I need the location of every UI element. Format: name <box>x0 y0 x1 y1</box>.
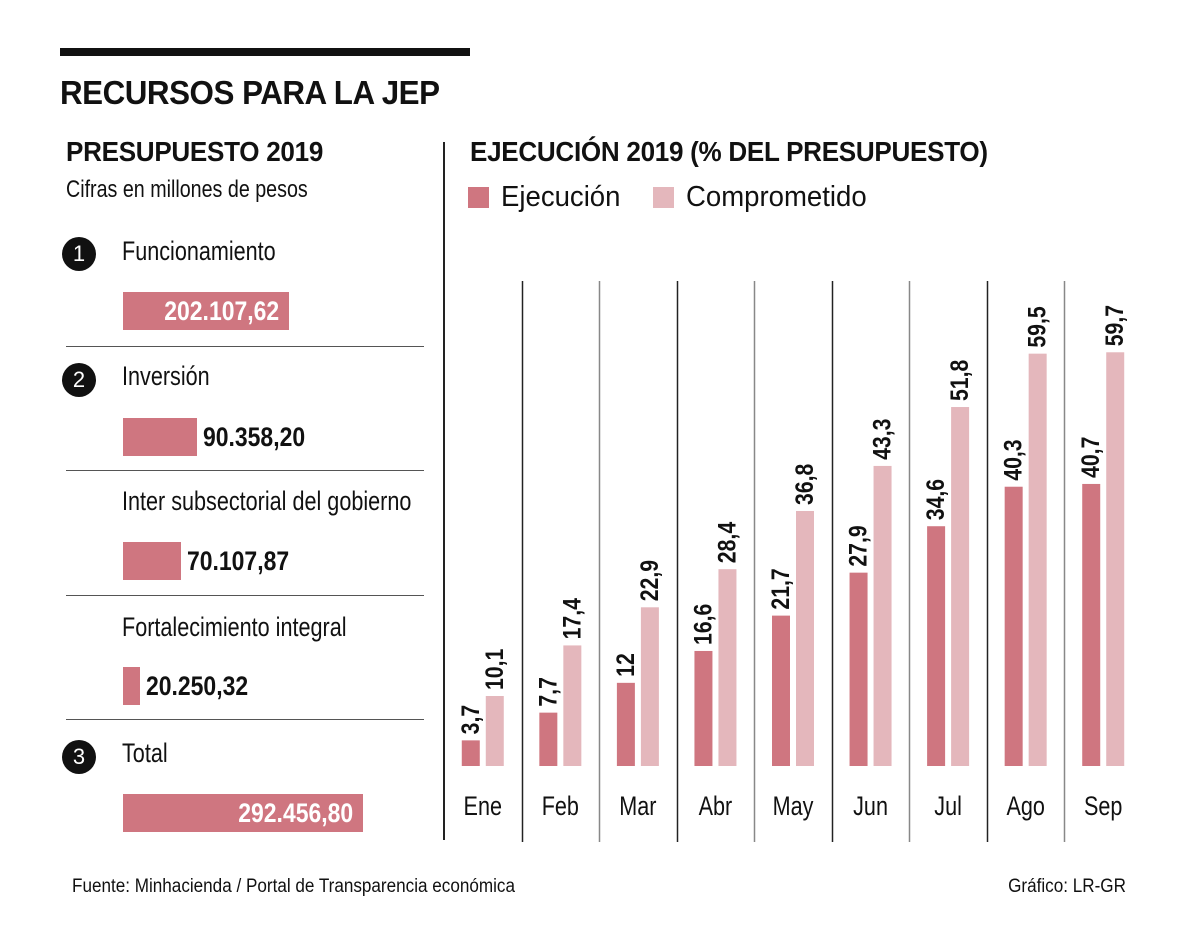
budget-label-fortalecimiento: Fortalecimiento integral <box>122 612 347 642</box>
budget-label-funcionamiento: Funcionamiento <box>122 236 276 266</box>
bar-ejecucion-jul <box>927 526 946 766</box>
data-label: 12 <box>611 653 639 677</box>
bar-comprometido-jul <box>951 407 970 766</box>
data-label: 40,3 <box>999 439 1027 480</box>
bar-ejecucion-sep <box>1082 483 1101 766</box>
x-tick-label: Feb <box>542 792 579 822</box>
x-tick-label: Jun <box>853 792 888 822</box>
data-label: 28,4 <box>713 522 741 563</box>
data-label: 59,5 <box>1023 306 1051 347</box>
x-tick-label: Ago <box>1006 792 1044 822</box>
top-rule <box>60 48 470 56</box>
bar-comprometido-feb <box>563 645 582 766</box>
budget-bar-fortalecimiento <box>123 667 140 705</box>
budget-row-total: 292.456,80 <box>123 794 363 832</box>
panel-divider <box>443 142 445 840</box>
bar-ejecucion-ene <box>461 740 480 766</box>
source-note: Fuente: Minhacienda / Portal de Transpar… <box>72 876 515 897</box>
budget-value-funcionamiento: 202.107,62 <box>164 296 279 326</box>
budget-row-inter-subsectorial: 70.107,87 <box>123 542 307 580</box>
bar-comprometido-jun <box>873 465 892 766</box>
data-label: 17,4 <box>558 598 586 639</box>
budget-title: PRESUPUESTO 2019 <box>66 136 324 167</box>
data-label: 36,8 <box>790 464 818 505</box>
bar-ejecucion-may <box>772 615 790 766</box>
data-label: 27,9 <box>844 525 872 566</box>
budget-value-total: 292.456,80 <box>238 798 353 828</box>
budget-value-inversion: 90.358,20 <box>203 421 306 452</box>
divider <box>66 595 424 596</box>
budget-row-funcionamiento: 202.107,62 <box>123 292 289 330</box>
legend-swatch-ejecucion <box>468 187 489 208</box>
bar-ejecucion-ago <box>1004 486 1023 766</box>
number-badge-1: 1 <box>62 237 96 271</box>
budget-value-fortalecimiento: 20.250,32 <box>146 670 249 701</box>
budget-subtitle: Cifras en millones de pesos <box>66 176 308 203</box>
legend-label-comprometido: Comprometido <box>685 181 867 213</box>
bar-ejecucion-abr <box>694 650 713 766</box>
bar-comprometido-abr <box>718 569 737 766</box>
data-label: 59,7 <box>1101 305 1129 346</box>
bar-ejecucion-mar <box>616 682 635 766</box>
budget-value-inter-subsectorial: 70.107,87 <box>187 545 290 576</box>
chart-title: EJECUCIÓN 2019 (% DEL PRESUPUESTO) <box>470 136 988 167</box>
budget-label-inter-subsectorial: Inter subsectorial del gobierno <box>122 486 412 516</box>
data-label: 34,6 <box>921 479 949 520</box>
budget-label-total: Total <box>122 738 168 768</box>
bar-comprometido-may <box>796 510 814 766</box>
budget-row-inversion: 90.358,20 <box>123 418 323 456</box>
credit-note: Gráfico: LR-GR <box>1008 876 1126 897</box>
budget-bar-total: 292.456,80 <box>123 794 363 832</box>
number-badge-3: 3 <box>62 740 96 774</box>
x-tick-label: May <box>773 792 814 822</box>
legend-swatch-comprometido <box>652 187 674 208</box>
divider <box>66 470 424 471</box>
bar-comprometido-ago <box>1028 353 1047 766</box>
data-label: 21,7 <box>766 568 794 609</box>
data-label: 16,6 <box>689 604 717 645</box>
budget-bar-inter-subsectorial <box>123 542 181 580</box>
data-label: 51,8 <box>945 360 973 401</box>
x-tick-label: Mar <box>619 792 656 822</box>
data-label: 43,3 <box>868 419 896 460</box>
data-label: 10,1 <box>480 649 508 690</box>
divider <box>66 346 424 347</box>
divider <box>66 719 424 720</box>
data-label: 3,7 <box>456 705 484 735</box>
budget-label-inversion: Inversión <box>122 361 210 391</box>
bar-comprometido-ene <box>485 696 504 766</box>
budget-bar-inversion <box>123 418 197 456</box>
x-tick-label: Sep <box>1084 792 1122 822</box>
x-tick-label: Ene <box>464 792 502 822</box>
main-title: RECURSOS PARA LA JEP <box>60 74 440 111</box>
bar-comprometido-sep <box>1106 352 1125 766</box>
bar-ejecucion-jun <box>849 572 868 766</box>
bar-comprometido-mar <box>640 607 659 766</box>
x-tick-label: Abr <box>699 792 733 822</box>
x-tick-label: Jul <box>934 792 962 822</box>
data-label: 22,9 <box>635 560 663 601</box>
number-badge-2: 2 <box>62 363 96 397</box>
data-label: 40,7 <box>1077 437 1105 478</box>
legend-label-ejecucion: Ejecución <box>501 181 621 213</box>
data-label: 7,7 <box>534 677 562 707</box>
chart-legend: Ejecución Comprometido <box>468 181 902 214</box>
bar-ejecucion-feb <box>539 712 558 766</box>
budget-row-fortalecimiento: 20.250,32 <box>123 667 266 705</box>
budget-bar-funcionamiento: 202.107,62 <box>123 292 289 330</box>
